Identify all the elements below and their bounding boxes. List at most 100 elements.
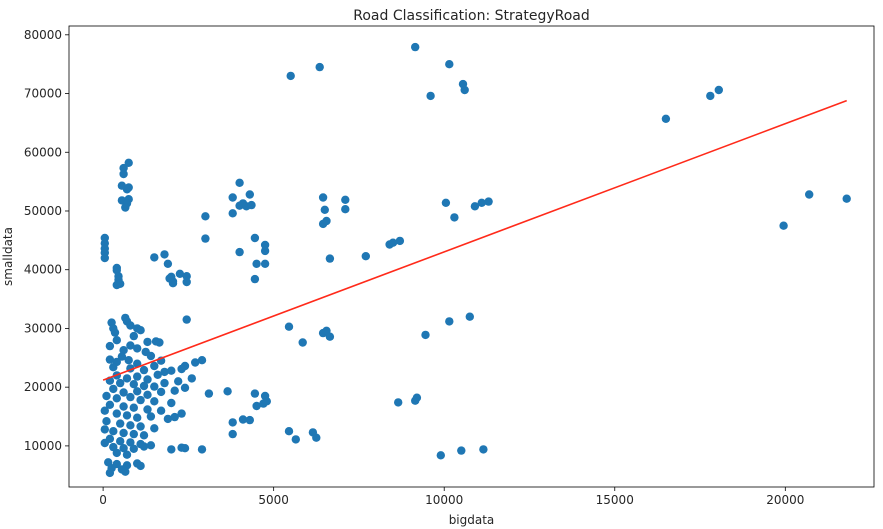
data-point [235,201,244,210]
data-point [341,205,350,214]
data-point [139,442,149,451]
data-point [201,212,210,221]
data-point [180,383,190,392]
data-point [160,367,169,377]
data-point [139,381,149,391]
data-point [122,450,132,459]
x-axis-ticks: 0 5000 10000 15000 20000 [99,487,804,507]
data-point [450,213,459,222]
data-points [100,42,851,478]
data-point [105,468,115,478]
data-point [143,405,152,414]
data-point [322,216,331,226]
data-point [235,178,244,187]
data-point [175,269,185,278]
data-point [361,252,370,261]
data-point [245,190,254,199]
y-tick-label: 10000 [24,439,62,453]
data-point [136,395,145,405]
x-tick-label: 5000 [258,493,289,507]
data-point [119,346,128,355]
data-point [143,390,152,399]
data-point [228,418,237,427]
data-point [109,384,118,394]
data-point [167,445,176,454]
data-point [126,341,135,350]
data-point [119,388,128,397]
data-point [250,274,260,284]
data-point [116,437,125,446]
data-point [150,382,159,391]
data-point [156,387,166,397]
data-point [116,419,125,428]
data-point [842,194,851,203]
data-point [191,358,200,367]
data-point [661,114,671,124]
data-point [156,406,166,415]
data-point [150,253,159,262]
data-point [136,422,145,431]
data-point [182,315,191,324]
data-point [112,394,122,403]
data-point [119,444,128,453]
y-tick-label: 30000 [24,321,62,335]
data-point [100,406,110,415]
data-point [318,193,328,202]
data-point [160,250,169,259]
data-point [170,386,179,395]
data-point [177,364,186,374]
y-tick-label: 70000 [24,87,62,101]
y-tick-label: 50000 [24,204,62,218]
data-point [121,203,130,212]
data-point [228,209,237,218]
data-point [260,240,270,250]
data-point [394,398,403,407]
data-point [129,429,138,439]
data-point [150,424,159,433]
data-point [105,400,115,409]
data-point [143,375,152,384]
data-point [252,259,261,268]
data-point [133,344,142,353]
data-point [174,377,183,386]
data-point [136,326,145,335]
data-point [146,351,156,361]
data-point [110,328,120,337]
data-point [119,428,128,438]
data-point [320,205,329,214]
data-point [460,85,469,95]
data-point [155,338,164,347]
data-point [228,429,237,439]
data-point [122,374,132,383]
data-point [714,85,723,95]
data-point [112,448,122,458]
data-point [129,380,138,389]
data-point [315,62,324,72]
data-point [124,356,133,365]
y-tick-label: 60000 [24,145,62,159]
data-point [163,259,173,268]
data-point [260,246,270,256]
plot-frame [68,25,875,488]
data-point [170,412,179,422]
y-axis-ticks: 10000 20000 30000 40000 50000 60000 70000 80000 [24,28,69,453]
data-point [260,391,270,401]
data-point [298,338,307,347]
x-axis-label: bigdata [449,513,495,527]
y-axis-label: smalldata [1,227,15,286]
data-point [129,444,138,453]
data-point [139,365,149,375]
data-point [116,378,125,388]
data-point [223,387,232,396]
data-point [412,393,422,402]
data-point [112,409,122,418]
x-tick-label: 0 [99,493,107,507]
data-point [139,431,149,440]
data-point [105,355,115,364]
data-point [119,402,128,411]
data-point [126,392,135,402]
data-point [235,247,244,257]
data-point [129,403,138,412]
data-point [100,253,110,263]
